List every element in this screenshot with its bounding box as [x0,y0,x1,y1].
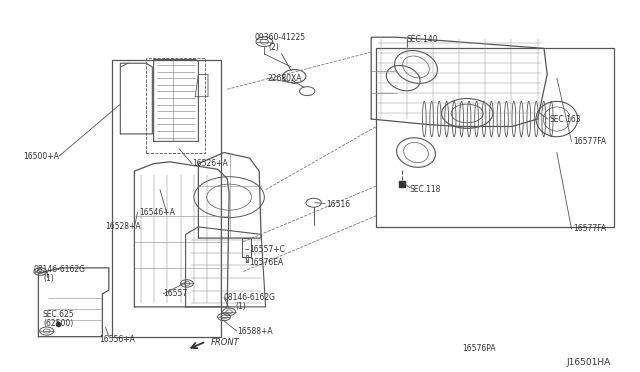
Text: 16528+A: 16528+A [106,222,141,231]
Text: 08146-6162G: 08146-6162G [224,293,276,302]
Text: 16557+C: 16557+C [250,245,285,254]
Text: 16526+A: 16526+A [192,159,228,168]
Text: 16577FA: 16577FA [573,224,606,233]
Text: 16557: 16557 [163,289,188,298]
Text: 16500+A: 16500+A [23,152,59,161]
Text: 09360-41225: 09360-41225 [254,33,305,42]
Text: SEC.140: SEC.140 [406,35,438,44]
Text: 16588+A: 16588+A [237,327,273,336]
Text: 16577FA: 16577FA [573,137,606,146]
Text: 08146-6162G: 08146-6162G [33,265,85,274]
Text: (1): (1) [236,302,246,311]
Text: J16501HA: J16501HA [567,358,611,367]
Text: (62500): (62500) [43,319,73,328]
Text: 16576PA: 16576PA [462,344,495,353]
Text: 22680XA: 22680XA [268,74,302,83]
Text: 16576EA: 16576EA [250,258,284,267]
Text: SEC.625: SEC.625 [43,310,74,319]
Text: FRONT: FRONT [211,339,240,347]
Text: SEC.163: SEC.163 [549,115,580,124]
Text: (1): (1) [44,275,54,283]
Text: (2): (2) [269,43,280,52]
Text: 16516: 16516 [326,200,351,209]
Text: 16556+A: 16556+A [99,335,135,344]
Text: 16546+A: 16546+A [140,208,175,217]
Text: SEC.118: SEC.118 [410,185,441,194]
